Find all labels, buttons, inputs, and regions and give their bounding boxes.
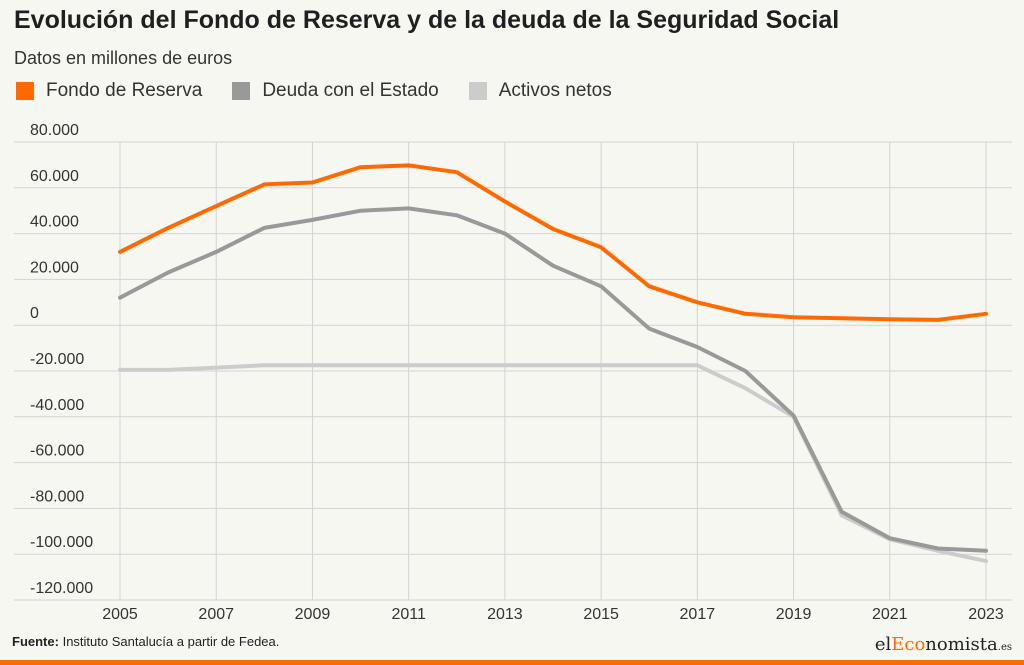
y-tick-label: 20.000	[30, 259, 79, 276]
brand-logo: elEconomista.es	[875, 634, 1012, 655]
y-tick-label: 40.000	[30, 214, 79, 231]
series-line-deuda-con-el-estado	[118, 206, 988, 553]
x-tick-label: 2007	[198, 606, 234, 623]
legend-swatch-deuda	[232, 82, 251, 100]
chart-subtitle: Datos en millones de euros	[14, 48, 233, 68]
legend-swatch-activos	[468, 82, 487, 100]
legend-item-activos: Activos netos	[468, 80, 612, 102]
source-note: Fuente: Instituto Santalucía a partir de…	[12, 634, 279, 649]
legend-item-deuda: Deuda con el Estado	[232, 80, 439, 102]
chart-title: Evolución del Fondo de Reserva y de la d…	[14, 6, 840, 34]
y-tick-label: -20.000	[30, 351, 84, 368]
x-tick-label: 2009	[295, 606, 331, 623]
x-tick-label: 2019	[776, 606, 812, 623]
y-tick-label: 0	[30, 305, 39, 322]
source-text: Instituto Santalucía a partir de Fedea.	[62, 634, 280, 649]
brand-part2: Eco	[891, 634, 926, 655]
y-tick-label: -80.000	[30, 488, 84, 505]
y-tick-label: -100.000	[30, 534, 93, 551]
y-tick-label: -40.000	[30, 397, 84, 414]
brand-part1: el	[874, 634, 892, 655]
line-chart: 80.000 60.000 40.000 20.000 0 -20.000 -40.000 -…	[14, 122, 1012, 623]
y-tick-label: -60.000	[30, 443, 84, 460]
series-line-activos-netos	[118, 363, 988, 564]
x-tick-label: 2015	[583, 606, 619, 623]
bottom-accent-bar	[0, 660, 1024, 665]
legend-item-fondo: Fondo de Reserva	[16, 80, 202, 102]
legend-label-deuda: Deuda con el Estado	[262, 80, 439, 101]
x-tick-label: 2011	[391, 606, 426, 623]
x-tick-label: 2017	[680, 606, 716, 623]
legend-label-activos: Activos netos	[498, 80, 612, 101]
source-label: Fuente:	[12, 634, 59, 649]
x-tick-label: 2023	[968, 606, 1004, 623]
legend-swatch-fondo	[16, 82, 34, 100]
brand-suffix: .es	[997, 642, 1012, 653]
y-tick-label: -120.000	[30, 580, 93, 597]
brand-part3: nomista	[925, 634, 998, 655]
x-tick-label: 2005	[102, 606, 138, 623]
series-line-fondo-de-reserva	[118, 163, 988, 322]
x-tick-label: 2021	[872, 606, 908, 623]
y-tick-label: 60.000	[30, 168, 79, 185]
x-tick-label: 2013	[487, 606, 523, 623]
y-tick-label: 80.000	[30, 122, 79, 139]
legend-label-fondo: Fondo de Reserva	[46, 80, 203, 101]
legend: Fondo de Reserva Deuda con el Estado Act…	[16, 80, 642, 102]
